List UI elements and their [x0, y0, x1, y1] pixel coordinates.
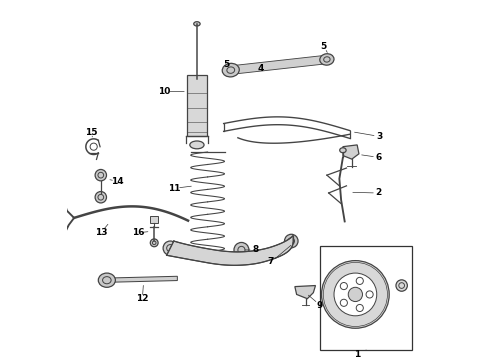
Ellipse shape [95, 170, 106, 181]
Text: 7: 7 [268, 257, 274, 266]
Text: 14: 14 [111, 177, 124, 186]
Text: 11: 11 [168, 184, 180, 193]
Ellipse shape [194, 22, 200, 26]
Text: 2: 2 [375, 189, 382, 198]
Polygon shape [107, 276, 177, 282]
Circle shape [321, 261, 389, 328]
Ellipse shape [222, 63, 239, 77]
Text: 9: 9 [317, 301, 323, 310]
Ellipse shape [95, 192, 106, 203]
Text: 10: 10 [158, 87, 171, 96]
Circle shape [366, 291, 373, 298]
Ellipse shape [163, 241, 177, 255]
Bar [150, 216, 158, 222]
Text: 5: 5 [320, 42, 326, 51]
Text: 6: 6 [375, 153, 382, 162]
Text: 15: 15 [85, 128, 98, 137]
Circle shape [396, 280, 407, 291]
Text: 16: 16 [132, 228, 145, 237]
Text: 8: 8 [252, 246, 259, 255]
Text: 5: 5 [223, 59, 230, 68]
Text: 1: 1 [354, 350, 360, 359]
Text: 4: 4 [258, 64, 264, 73]
Polygon shape [295, 285, 316, 299]
Ellipse shape [150, 239, 158, 247]
Polygon shape [167, 236, 293, 265]
Polygon shape [343, 145, 359, 159]
Text: 3: 3 [376, 132, 383, 141]
Text: 12: 12 [136, 294, 148, 303]
Ellipse shape [285, 234, 298, 248]
Ellipse shape [320, 54, 334, 65]
Circle shape [348, 287, 363, 302]
Circle shape [334, 273, 377, 316]
Text: 13: 13 [95, 228, 107, 237]
FancyBboxPatch shape [187, 76, 207, 136]
Ellipse shape [98, 273, 116, 287]
Ellipse shape [234, 242, 249, 257]
Ellipse shape [340, 148, 346, 153]
Circle shape [356, 305, 364, 311]
Ellipse shape [190, 141, 204, 149]
Polygon shape [230, 55, 327, 75]
Circle shape [340, 283, 347, 290]
Bar [320, 246, 413, 350]
Circle shape [340, 299, 347, 306]
Circle shape [356, 277, 364, 284]
